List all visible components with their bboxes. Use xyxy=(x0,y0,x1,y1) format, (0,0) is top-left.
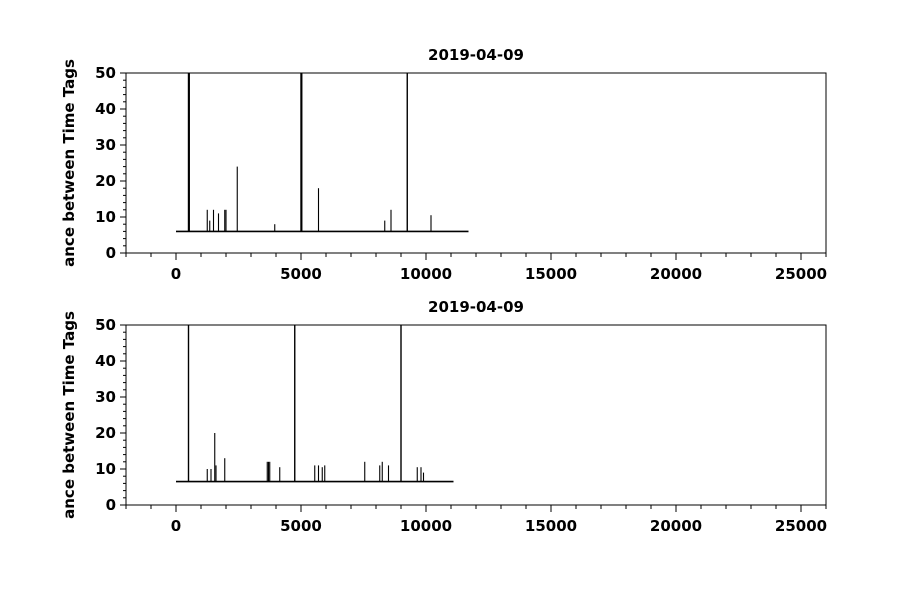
y-tick-label: 10 xyxy=(95,208,116,226)
x-tick-label: 15000 xyxy=(525,517,577,535)
x-tick-label: 25000 xyxy=(775,265,827,283)
x-tick-label: 20000 xyxy=(650,517,702,535)
x-tick-label: 5000 xyxy=(280,265,322,283)
chart-panel-bottom: 2019-04-09 ance between Time Tags 0 10 20 3… xyxy=(60,298,827,535)
x-tick-label: 10000 xyxy=(400,265,452,283)
y-tick-label: 40 xyxy=(95,100,116,118)
axes-group: 0 10 20 30 40 50 0 5000 10000 15000 20000 25000 xyxy=(95,64,827,283)
x-tick-label: 0 xyxy=(171,517,181,535)
y-axis-label: ance between Time Tags xyxy=(60,311,78,519)
x-tick-label: 0 xyxy=(171,265,181,283)
axes-group: 0 10 20 30 40 50 0 5000 10000 15000 20000 25000 xyxy=(95,316,827,535)
series-group xyxy=(176,325,454,483)
plot-frame xyxy=(125,324,827,506)
chart-title: 2019-04-09 xyxy=(428,298,524,316)
chart-panel-top: 2019-04-09 ance between Time Tags 0 10 20 3… xyxy=(60,46,827,283)
series-group xyxy=(176,73,469,233)
x-tick-label: 25000 xyxy=(775,517,827,535)
y-tick-label: 0 xyxy=(106,244,116,262)
y-tick-label: 50 xyxy=(95,316,116,334)
x-tick-label: 15000 xyxy=(525,265,577,283)
y-axis-label: ance between Time Tags xyxy=(60,59,78,267)
plot-frame xyxy=(125,72,827,254)
x-tick-label: 20000 xyxy=(650,265,702,283)
y-tick-label: 20 xyxy=(95,172,116,190)
y-tick-label: 40 xyxy=(95,352,116,370)
y-tick-label: 10 xyxy=(95,460,116,478)
x-tick-label: 5000 xyxy=(280,517,322,535)
chart-title: 2019-04-09 xyxy=(428,46,524,64)
y-tick-label: 30 xyxy=(95,388,116,406)
y-tick-label: 20 xyxy=(95,424,116,442)
x-tick-label: 10000 xyxy=(400,517,452,535)
y-tick-label: 0 xyxy=(106,496,116,514)
y-tick-label: 30 xyxy=(95,136,116,154)
y-tick-label: 50 xyxy=(95,64,116,82)
